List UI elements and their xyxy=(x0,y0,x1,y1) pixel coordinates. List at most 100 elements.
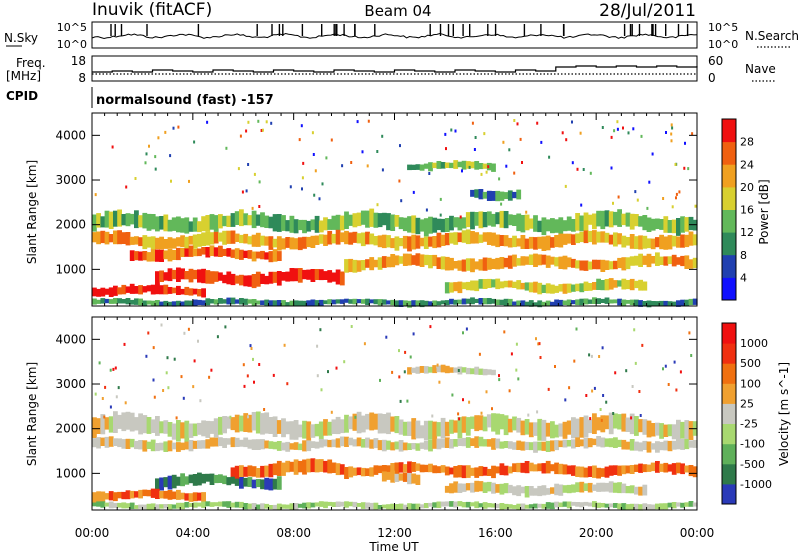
range-cell xyxy=(495,466,501,474)
range-cell xyxy=(323,271,328,280)
range-cell xyxy=(243,298,249,305)
colorbar-frame xyxy=(721,322,737,505)
scatter-cell xyxy=(399,399,402,403)
range-cell xyxy=(134,236,139,245)
range-cell xyxy=(684,217,690,232)
range-cell xyxy=(323,419,328,436)
range-cell xyxy=(646,217,652,232)
range-cell xyxy=(554,462,559,475)
range-cell xyxy=(92,287,97,297)
range-cell xyxy=(381,256,387,268)
range-cell xyxy=(386,213,391,231)
range-cell xyxy=(226,271,232,285)
range-cell xyxy=(592,413,597,434)
range-cell xyxy=(281,418,286,438)
range-cell xyxy=(516,189,522,200)
range-cell xyxy=(520,441,526,451)
range-cell xyxy=(667,440,673,452)
range-cell xyxy=(369,502,375,510)
range-cell xyxy=(129,283,135,294)
range-cell xyxy=(344,501,349,508)
range-cell xyxy=(579,481,585,493)
range-cell xyxy=(373,465,379,475)
range-cell xyxy=(356,260,362,272)
range-cell xyxy=(503,257,509,268)
scatter-cell xyxy=(112,367,115,371)
range-cell xyxy=(222,438,227,448)
scatter-cell xyxy=(438,380,441,384)
scatter-cell xyxy=(354,415,357,419)
range-cell xyxy=(234,275,240,284)
range-cell xyxy=(684,420,690,441)
range-cell xyxy=(558,217,564,236)
scatter-cell xyxy=(225,146,228,150)
range-cell xyxy=(432,421,438,443)
range-cell xyxy=(104,210,110,228)
scatter-cell xyxy=(684,141,686,145)
range-cell xyxy=(335,463,341,476)
range-cell xyxy=(281,442,286,451)
range-cell xyxy=(167,248,173,262)
range-cell xyxy=(566,501,572,509)
scatter-cell xyxy=(662,367,664,371)
scatter-cell xyxy=(319,328,322,332)
scatter-cell xyxy=(104,385,107,389)
range-cell xyxy=(163,420,169,434)
range-cell xyxy=(348,258,354,273)
scatter-cell xyxy=(253,380,255,384)
range-cell xyxy=(92,214,97,232)
range-cell xyxy=(331,299,337,305)
range-cell xyxy=(659,300,664,306)
scatter-cell xyxy=(573,359,576,363)
range-cell xyxy=(100,437,106,446)
range-cell xyxy=(369,233,375,245)
range-cell xyxy=(453,420,459,433)
range-cell xyxy=(272,416,278,437)
range-cell xyxy=(566,233,572,244)
range-cell xyxy=(491,279,496,288)
range-cell xyxy=(352,413,358,431)
range-cell xyxy=(482,232,488,242)
range-cell xyxy=(562,464,568,475)
range-cell xyxy=(512,235,517,248)
range-cell xyxy=(596,467,601,479)
range-cell xyxy=(411,255,417,265)
range-cell xyxy=(680,299,685,307)
range-cell xyxy=(541,284,547,293)
range-cell xyxy=(554,235,559,248)
range-cell xyxy=(486,481,492,492)
scatter-cell xyxy=(312,153,315,156)
scatter-cell xyxy=(610,135,613,139)
range-cell xyxy=(167,237,173,249)
range-cell xyxy=(461,217,467,229)
range-cell xyxy=(302,236,307,249)
range-cell xyxy=(621,503,627,510)
range-cell xyxy=(663,236,669,250)
range-cell xyxy=(604,232,610,243)
range-cell xyxy=(129,213,135,225)
scatter-cell xyxy=(192,385,195,389)
range-cell xyxy=(239,439,244,447)
range-cell xyxy=(440,234,446,246)
power-data xyxy=(92,119,698,308)
range-cell xyxy=(146,503,152,511)
range-cell xyxy=(289,421,295,440)
range-cell xyxy=(251,503,257,510)
range-cell xyxy=(583,230,589,244)
scatter-cell xyxy=(385,335,388,339)
range-cell xyxy=(348,501,354,507)
range-cell xyxy=(222,248,227,256)
range-cell xyxy=(402,300,408,306)
range-cell xyxy=(444,162,450,168)
scatter-cell xyxy=(265,120,268,124)
range-cell xyxy=(100,298,106,304)
range-cell xyxy=(528,504,534,509)
range-cell xyxy=(188,440,194,452)
range-cell xyxy=(352,467,358,476)
range-cell xyxy=(592,213,597,230)
range-cell xyxy=(411,300,417,307)
range-cell xyxy=(453,217,459,228)
scatter-cell xyxy=(249,344,252,348)
range-cell xyxy=(188,288,194,296)
